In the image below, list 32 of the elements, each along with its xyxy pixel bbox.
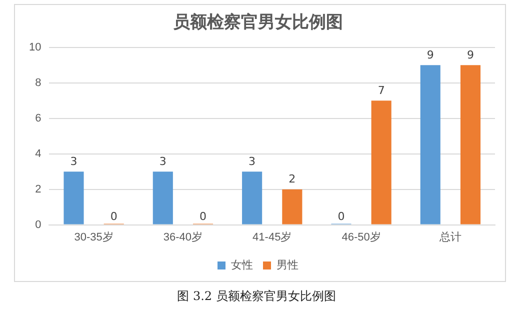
bar [64,172,84,224]
y-tick-label: 6 [35,112,42,124]
bar [242,172,262,224]
y-tick-label: 0 [35,218,42,231]
y-tick-label: 4 [35,148,42,160]
bar [460,65,481,224]
x-tick-label: 30-35岁 [74,231,114,244]
data-label: 3 [70,154,78,168]
bar [152,172,173,224]
data-label: 7 [378,84,385,97]
data-label: 9 [426,48,434,62]
y-tick-label: 2 [35,183,42,196]
bar [371,100,392,224]
data-label: 0 [110,210,118,224]
data-label: 0 [338,210,345,224]
bar [282,189,302,224]
data-label: 9 [466,48,474,62]
x-tick-label: 41-45岁 [252,231,292,244]
x-tick-label: 36-40岁 [163,231,203,244]
y-tick-label: 10 [28,41,42,54]
data-label: 0 [200,210,207,224]
caption: 图 3.2 员额检察官男女比例图 [176,288,337,305]
y-tick-label: 8 [35,76,42,89]
bar [420,65,440,224]
data-label: 2 [288,172,296,186]
x-tick-label: 总计 [438,230,462,244]
legend-label: 女性 [231,260,253,272]
chart-title: 员额检察官男女比例图 [173,12,343,33]
data-label: 3 [159,154,166,168]
x-tick-label: 46-50岁 [342,231,381,244]
legend-label: 男性 [276,260,298,272]
data-label: 3 [248,154,256,168]
